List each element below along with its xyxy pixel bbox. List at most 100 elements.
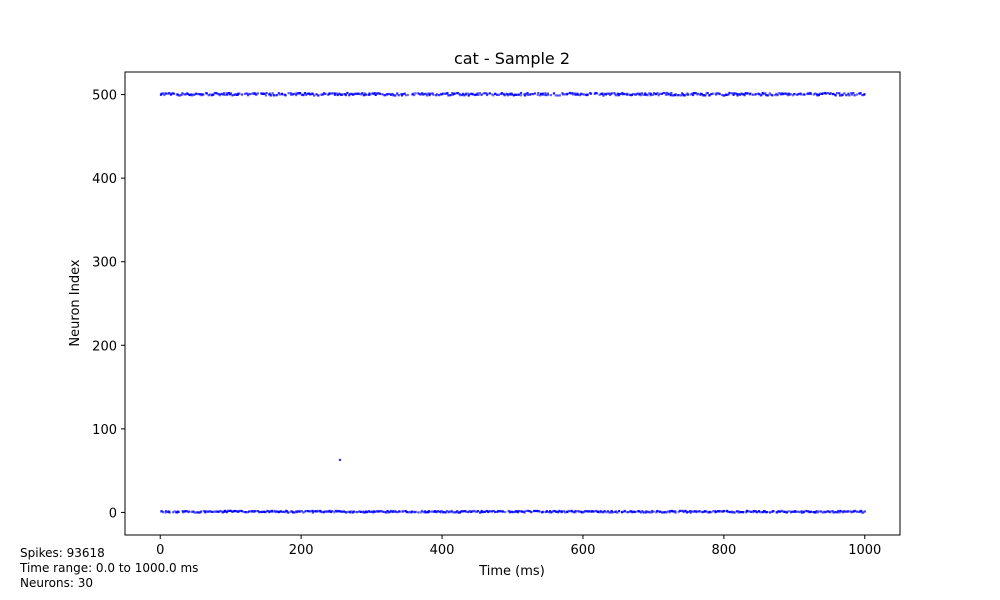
spike-marker (573, 92, 576, 95)
spike-marker (841, 93, 844, 96)
spike-marker (422, 511, 425, 514)
spike-marker (542, 92, 545, 95)
spike-marker (630, 93, 633, 96)
spike-marker (289, 92, 292, 95)
spike-marker (164, 92, 167, 95)
spike-marker (417, 511, 420, 514)
spike-marker (502, 510, 505, 513)
spike-marker (160, 509, 163, 513)
spike-marker (850, 511, 853, 514)
spike-marker (407, 511, 410, 514)
spike-marker (538, 510, 541, 513)
y-axis-label: Neuron Index (68, 259, 83, 346)
spike-marker (591, 510, 594, 513)
spike-marker (832, 92, 835, 95)
spike-marker (255, 93, 258, 96)
spike-marker (715, 510, 718, 513)
spike-marker (782, 93, 785, 96)
spike-marker (695, 510, 699, 513)
spike-marker (822, 92, 825, 95)
spike-marker (228, 93, 231, 96)
spike-marker (529, 510, 532, 513)
spike-marker (485, 509, 488, 513)
spike-marker (477, 93, 480, 96)
spike-marker (680, 92, 684, 95)
spike-marker (677, 511, 680, 514)
spike-marker (208, 93, 212, 96)
spike-marker (162, 511, 165, 514)
spike-marker (668, 511, 671, 514)
spike-marker (678, 509, 681, 512)
spike-marker (515, 93, 518, 96)
spike-marker (815, 510, 818, 513)
spike-marker (342, 93, 345, 96)
spike-marker (413, 94, 416, 97)
spike-marker (539, 94, 542, 97)
spike-marker (550, 511, 553, 514)
spike-marker (340, 93, 344, 96)
spike-marker (305, 510, 308, 513)
x-tick-label: 400 (430, 543, 455, 558)
spike-marker (246, 94, 250, 97)
spike-marker (816, 94, 819, 97)
spike-marker (442, 92, 445, 95)
spike-marker (271, 92, 274, 95)
spike-marker (700, 511, 703, 514)
spike-marker (643, 93, 647, 96)
spike-marker (369, 510, 372, 513)
spike-marker (178, 94, 181, 97)
spike-marker (737, 511, 740, 514)
spike-marker (476, 510, 480, 513)
spike-marker (227, 92, 230, 95)
spike-marker (206, 510, 209, 513)
spike-marker (549, 510, 552, 513)
spike-marker (697, 510, 700, 513)
spike-marker (647, 510, 650, 513)
spike-marker (251, 92, 254, 95)
spike-marker (281, 93, 284, 96)
spike-marker (571, 510, 574, 513)
spike-marker (170, 92, 173, 95)
spike-marker (557, 510, 560, 513)
spike-marker (400, 94, 404, 97)
spike-marker (184, 510, 187, 513)
spike-marker (164, 510, 168, 513)
spike-marker (754, 93, 758, 96)
spike-marker (453, 511, 456, 514)
spike-marker (198, 511, 201, 514)
spike-marker (852, 92, 855, 95)
spike-marker (610, 92, 613, 95)
spike-marker (686, 510, 690, 513)
spike-marker (708, 510, 711, 513)
spike-marker (771, 94, 774, 97)
spike-marker (855, 510, 859, 513)
spike-markers (159, 91, 866, 514)
spike-marker (396, 511, 399, 514)
spike-marker (544, 510, 547, 514)
spike-marker (749, 92, 752, 95)
spike-marker (490, 510, 493, 513)
spike-marker (524, 92, 527, 95)
spike-marker (586, 510, 589, 513)
spike-marker (733, 511, 736, 514)
spike-marker (588, 510, 591, 513)
spike-marker (312, 510, 315, 513)
spike-marker (569, 510, 572, 513)
spike-marker (308, 510, 311, 513)
spike-marker (362, 94, 366, 97)
spike-marker (457, 511, 460, 514)
spike-marker (728, 91, 731, 95)
spike-marker (581, 92, 584, 96)
spike-marker (622, 92, 625, 95)
spike-marker (517, 93, 520, 96)
spike-marker (345, 511, 348, 514)
spike-marker (758, 510, 761, 513)
spike-marker (297, 92, 300, 95)
spike-marker (803, 93, 806, 96)
spike-marker (416, 92, 419, 95)
spike-marker (718, 93, 721, 96)
spike-marker (226, 511, 229, 514)
spike-marker (303, 92, 306, 95)
spike-marker (526, 92, 529, 95)
spike-marker (487, 510, 490, 514)
